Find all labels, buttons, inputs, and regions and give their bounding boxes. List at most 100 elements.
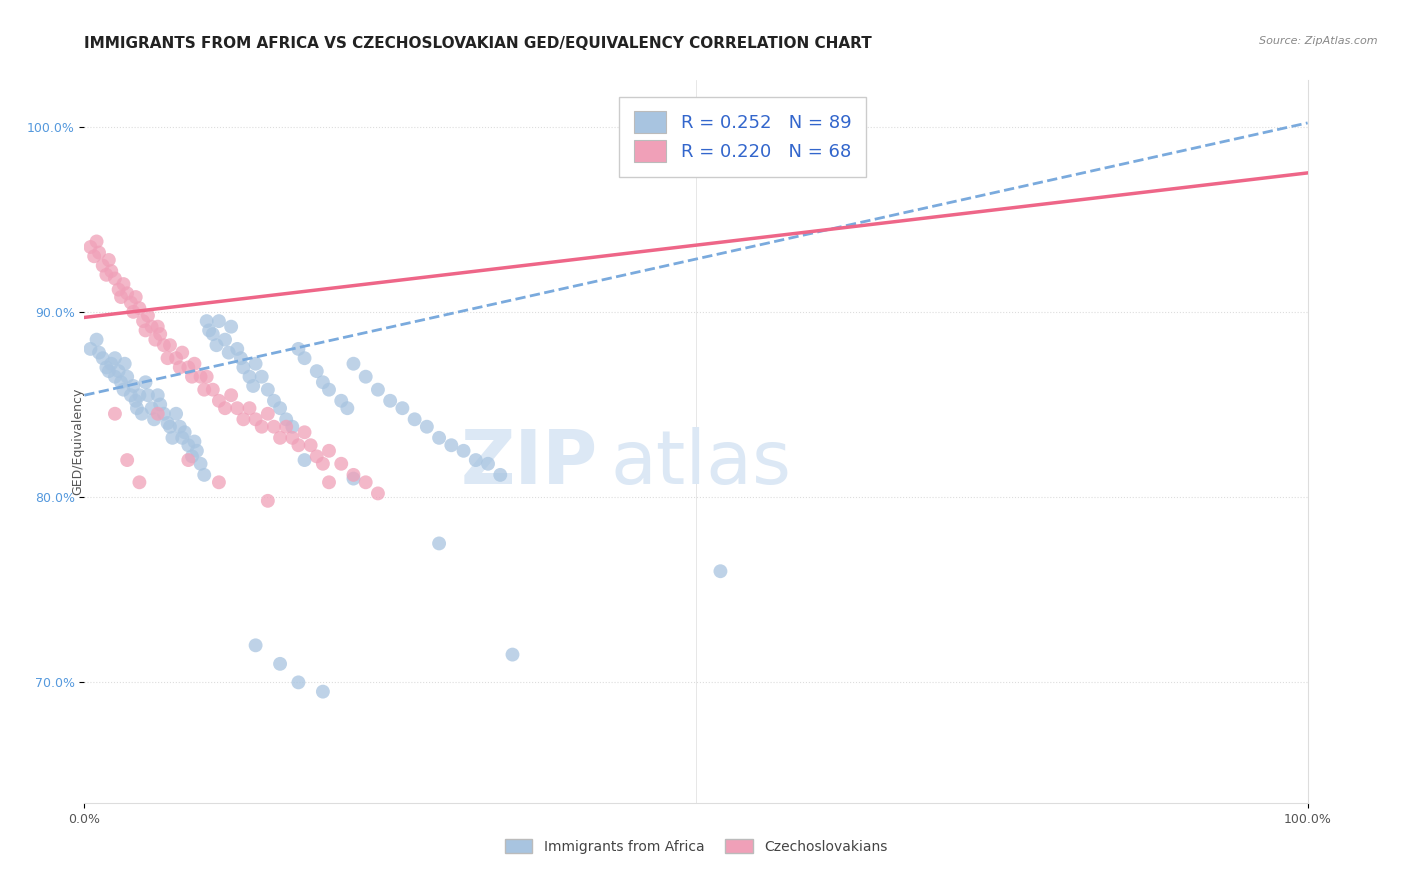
Point (135, 376, 157, 390)
Point (342, 472, 364, 486)
Point (97, 252, 120, 267)
Point (96, 360, 118, 375)
Point (318, 475, 340, 490)
Point (146, 407, 169, 421)
Point (245, 638, 267, 652)
Point (299, 438, 322, 452)
Point (128, 301, 150, 315)
Point (330, 393, 353, 408)
Point (91, 351, 114, 366)
Point (208, 314, 231, 328)
Point (208, 393, 231, 408)
Point (86, 333, 108, 347)
Point (190, 457, 212, 471)
Point (172, 431, 194, 445)
Point (96, 268, 118, 282)
Point (169, 360, 191, 375)
Point (87, 245, 110, 260)
Point (416, 419, 439, 434)
Point (165, 407, 187, 421)
Point (208, 475, 231, 490)
Point (181, 369, 204, 384)
Point (404, 412, 426, 426)
Point (391, 401, 413, 416)
Point (107, 283, 129, 297)
Point (198, 323, 221, 337)
Point (238, 401, 260, 416)
Point (219, 319, 242, 334)
Point (91, 259, 114, 273)
Point (172, 345, 194, 359)
Point (146, 319, 169, 334)
Point (112, 277, 135, 291)
Point (269, 657, 291, 671)
Text: IMMIGRANTS FROM AFRICA VS CZECHOSLOVAKIAN GED/EQUIVALENCY CORRELATION CHART: IMMIGRANTS FROM AFRICA VS CZECHOSLOVAKIA… (84, 36, 872, 51)
Point (427, 431, 450, 445)
Point (502, 648, 524, 662)
Point (149, 327, 172, 342)
Point (281, 431, 304, 445)
Point (229, 351, 252, 366)
Point (87, 345, 110, 359)
Legend: Immigrants from Africa, Czechoslovakians: Immigrants from Africa, Czechoslovakians (498, 832, 894, 861)
Point (125, 290, 148, 304)
Point (312, 376, 335, 390)
Point (287, 438, 309, 452)
Point (186, 443, 208, 458)
Point (305, 450, 328, 464)
Point (709, 564, 731, 578)
Y-axis label: GED/Equivalency: GED/Equivalency (70, 388, 84, 495)
Point (153, 407, 176, 421)
Point (232, 412, 254, 426)
Point (269, 431, 291, 445)
Point (287, 342, 309, 356)
Point (128, 388, 150, 402)
Point (131, 407, 153, 421)
Point (193, 467, 215, 482)
Point (100, 357, 122, 371)
Point (156, 351, 179, 366)
Point (342, 467, 364, 482)
Point (104, 351, 127, 366)
Point (281, 419, 304, 434)
Point (112, 383, 135, 397)
Point (173, 425, 195, 440)
Point (195, 369, 218, 384)
Point (146, 388, 169, 402)
Point (214, 333, 236, 347)
Point (354, 475, 377, 490)
Point (115, 453, 138, 467)
Point (104, 271, 127, 285)
Point (132, 314, 155, 328)
Point (128, 475, 150, 490)
Point (342, 357, 364, 371)
Point (276, 419, 298, 434)
Point (257, 493, 280, 508)
Point (245, 412, 267, 426)
Point (114, 357, 136, 371)
Point (183, 357, 205, 371)
Point (110, 376, 132, 390)
Point (245, 357, 267, 371)
Point (141, 401, 163, 416)
Point (115, 286, 138, 301)
Point (336, 401, 359, 416)
Point (489, 467, 512, 482)
Point (120, 388, 142, 402)
Point (427, 536, 450, 550)
Point (250, 369, 273, 384)
Point (177, 438, 200, 452)
Point (242, 379, 264, 393)
Point (367, 383, 389, 397)
Point (367, 486, 389, 500)
Point (183, 434, 205, 449)
Point (232, 360, 254, 375)
Point (79, 342, 101, 356)
Point (219, 388, 242, 402)
Point (115, 369, 138, 384)
Point (250, 419, 273, 434)
Point (153, 338, 176, 352)
Point (104, 407, 127, 421)
Point (125, 401, 148, 416)
Text: Source: ZipAtlas.com: Source: ZipAtlas.com (1260, 36, 1378, 45)
